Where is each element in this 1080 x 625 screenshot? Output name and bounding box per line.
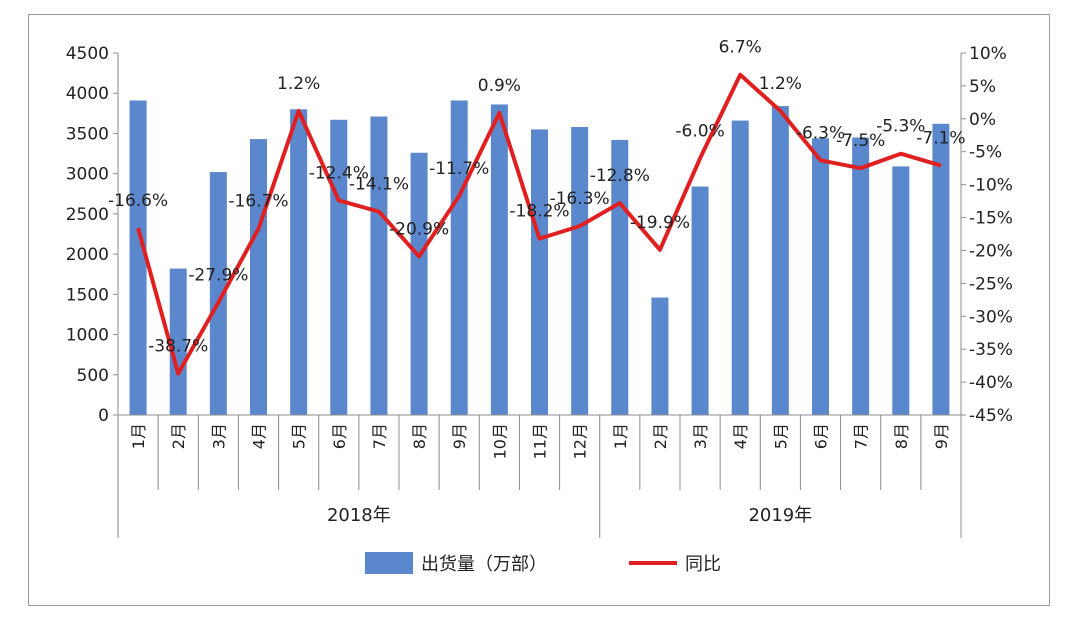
category-label: 8月 [410, 423, 429, 449]
group-label: 2018年 [327, 505, 391, 526]
bar [250, 139, 267, 415]
data-label: -16.7% [228, 192, 288, 212]
data-label: -16.6% [108, 191, 168, 211]
category-label: 4月 [731, 423, 750, 449]
yoy-line [136, 72, 942, 376]
bar [731, 120, 749, 415]
legend-line-label: 同比 [685, 554, 721, 575]
category-label: 10月 [490, 423, 509, 459]
data-label: -6.3% [796, 123, 845, 143]
data-label: -5.3% [876, 117, 925, 137]
left-tick-label: 2500 [66, 205, 109, 225]
category-label: 2月 [651, 423, 670, 449]
data-label: -38.7% [148, 337, 208, 357]
bar [169, 268, 187, 415]
left-tick-label: 4000 [66, 84, 109, 104]
bar [691, 186, 709, 415]
data-label: -19.9% [630, 213, 690, 233]
right-tick-label: 5% [969, 77, 996, 97]
right-tick-label: -25% [969, 274, 1013, 294]
bar [490, 104, 508, 416]
bar [450, 100, 468, 415]
category-label: 1月 [611, 423, 630, 449]
chart-frame: 0 500 1000 1500 2000 2500 3000 3500 4000 4500 -45… [28, 14, 1050, 606]
category-label: 2月 [169, 423, 188, 449]
bar [571, 127, 589, 416]
right-tick-label: 10% [969, 44, 1007, 64]
data-label: -11.7% [429, 159, 489, 179]
bar [932, 123, 950, 416]
category-label: 6月 [812, 423, 831, 449]
right-tick-label: -10% [969, 176, 1013, 196]
data-label: 1.2% [277, 74, 320, 94]
data-label: -6.0% [675, 121, 724, 141]
right-tick-label: -5% [969, 143, 1002, 163]
left-tick-label: 3500 [66, 124, 109, 144]
left-tick-label: 0 [98, 406, 109, 426]
data-label: -27.9% [188, 265, 248, 285]
category-label: 6月 [330, 423, 349, 449]
bar [651, 297, 669, 415]
bar [771, 106, 789, 416]
left-tick-label: 4500 [66, 44, 109, 64]
bar-series [129, 100, 950, 416]
bar [410, 152, 428, 416]
category-label: 12月 [571, 423, 590, 459]
right-tick-label: 0% [969, 110, 996, 130]
right-tick-label: -45% [969, 406, 1013, 426]
right-tick-label: -30% [969, 307, 1013, 327]
category-label: 1月 [129, 423, 148, 449]
category-label: 3月 [691, 423, 710, 449]
left-axis: 0 500 1000 1500 2000 2500 3000 3500 4000 4500 [66, 44, 119, 426]
category-label: 4月 [250, 423, 269, 449]
chart: 0 500 1000 1500 2000 2500 3000 3500 4000 4500 -45… [66, 38, 1013, 575]
legend-bar-swatch [365, 552, 413, 574]
data-label: 0.9% [478, 76, 521, 96]
x-axis: 1月 2月 3月 4月 5月 6月 7月 8月 9月 10月 11月 12月 1月 2月 3月 4月 5月 6月 7… [117, 414, 962, 538]
right-tick-label: -15% [969, 209, 1013, 229]
left-tick-label: 3000 [66, 165, 109, 185]
category-label: 5月 [771, 423, 790, 449]
right-tick-label: -40% [969, 373, 1013, 393]
category-label: 9月 [450, 423, 469, 449]
bar [531, 129, 548, 415]
right-axis: -45% -40% -35% -30% -25% -20% -15% -10% -5% 0% 5% 1… [960, 44, 1013, 426]
left-tick-label: 1000 [66, 326, 109, 346]
data-label: -16.3% [550, 189, 610, 209]
bar [812, 138, 829, 415]
data-label: 1.2% [759, 74, 802, 94]
data-label: -12.8% [590, 166, 650, 186]
left-tick-label: 1500 [66, 285, 109, 305]
data-label: -7.5% [836, 131, 885, 151]
bar [209, 172, 227, 415]
category-label: 11月 [531, 423, 550, 459]
category-label: 7月 [370, 423, 389, 449]
bar [892, 166, 910, 415]
data-label: -12.4% [309, 163, 369, 183]
bar [129, 100, 147, 415]
data-label: -18.2% [509, 202, 569, 222]
left-tick-label: 2000 [66, 245, 109, 265]
data-label: -14.1% [349, 175, 409, 195]
line-series: -16.6% -38.7% -27.9% -16.7% 1.2% -12.4%-14.1%… [108, 38, 966, 376]
data-label: -20.9% [389, 219, 449, 239]
category-label: 8月 [892, 423, 911, 449]
category-label: 9月 [932, 423, 951, 449]
group-label: 2019年 [748, 505, 812, 526]
bar [370, 116, 388, 415]
right-tick-label: -20% [969, 241, 1013, 261]
right-tick-label: -35% [969, 340, 1013, 360]
data-label: -7.1% [916, 129, 965, 149]
category-label: 7月 [852, 423, 871, 449]
legend-bar-label: 出货量（万部） [421, 554, 547, 575]
left-tick-label: 500 [77, 366, 109, 386]
legend: 出货量（万部） 同比 [365, 552, 721, 575]
bar [290, 109, 308, 416]
bar [852, 137, 870, 415]
category-label: 3月 [209, 423, 228, 449]
category-label: 5月 [290, 423, 309, 449]
data-label: 6.7% [719, 38, 762, 58]
